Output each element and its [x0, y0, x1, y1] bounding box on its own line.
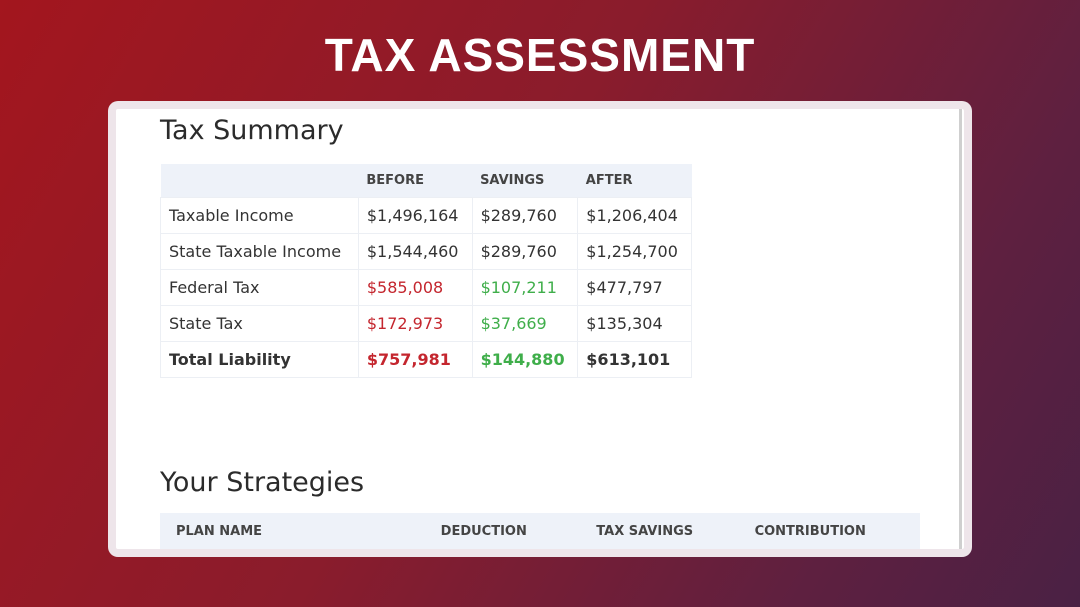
strategies-table: PLAN NAME DEDUCTION TAX SAVINGS CONTRIBUTIO…: [160, 513, 920, 549]
column-header: TAX SAVINGS: [580, 513, 739, 549]
column-header: CONTRIBUTION: [738, 513, 920, 549]
cell: $585,008: [357, 269, 473, 306]
cell: $1,206,404: [577, 197, 692, 234]
column-header: PLAN NAME: [160, 513, 425, 549]
header-cell: [160, 164, 359, 198]
row-label: State Tax: [160, 305, 359, 342]
cell: $613,101: [577, 341, 692, 378]
cell: $757,981: [357, 341, 473, 378]
column-header: BEFORE: [358, 164, 473, 198]
cell: $1,544,460: [357, 233, 473, 270]
cell: $144,880: [471, 341, 579, 378]
header-row: PLAN NAME DEDUCTION TAX SAVINGS CONTRIBUTIO…: [160, 513, 920, 549]
row-label: Total Liability: [160, 341, 359, 378]
row-label: Federal Tax: [160, 269, 359, 306]
column-header: DEDUCTION: [424, 513, 581, 549]
cell: $289,760: [471, 233, 579, 270]
strategies-title: Your Strategies: [160, 467, 365, 498]
page-title: TAX ASSESSMENT: [324, 29, 756, 81]
summary-row: State Taxable Income $1,544,460 $289,760 $1…: [160, 233, 692, 270]
column-header: AFTER: [577, 164, 692, 198]
cell: $172,973: [357, 305, 473, 342]
summary-row: Federal Tax $585,008 $107,211 $477,797: [160, 269, 692, 306]
summary-title: Tax Summary: [160, 115, 344, 146]
header-row: BEFORE SAVINGS AFTER: [160, 164, 692, 198]
column-header: SAVINGS: [472, 164, 578, 198]
cell: $1,496,164: [357, 197, 473, 234]
cell: $135,304: [577, 305, 692, 342]
cell: $477,797: [577, 269, 692, 306]
summary-row: Total Liability $757,981 $144,880 $613,101: [160, 341, 692, 378]
scrollbar: [959, 109, 962, 549]
cell: $1,254,700: [577, 233, 692, 270]
cell: $289,760: [471, 197, 579, 234]
cell: $37,669: [471, 305, 579, 342]
row-label: State Taxable Income: [160, 233, 359, 270]
cell: $107,211: [471, 269, 579, 306]
summary-row: State Tax $172,973 $37,669 $135,304: [160, 305, 692, 342]
screenshot-card: Tax Summary BEFORE SAVINGS AFTER Taxable In…: [108, 101, 972, 557]
summary-row: Taxable Income $1,496,164 $289,760 $1,206,4…: [160, 197, 692, 234]
summary-table: BEFORE SAVINGS AFTER Taxable Income $1,496,1…: [160, 164, 692, 378]
row-label: Taxable Income: [160, 197, 359, 234]
